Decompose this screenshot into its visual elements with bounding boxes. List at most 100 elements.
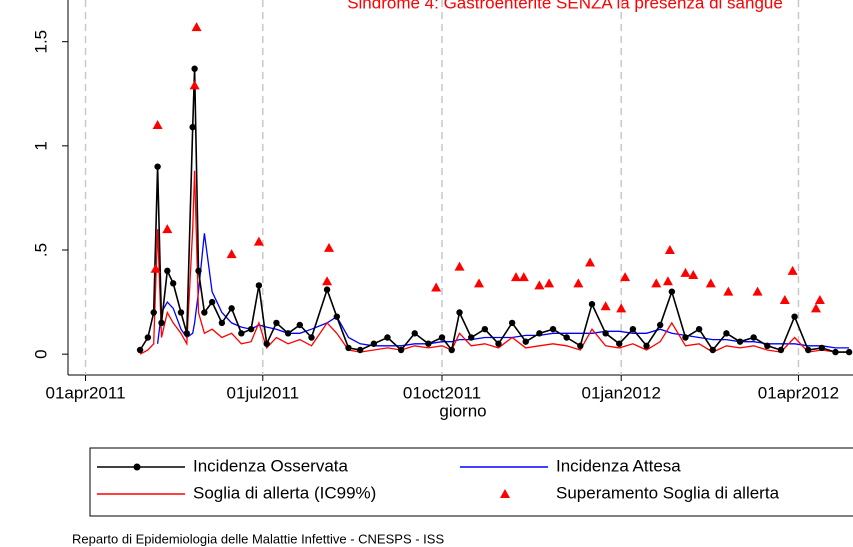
exceedance-marker — [226, 249, 237, 259]
exceedance-marker — [253, 236, 264, 246]
point — [411, 330, 418, 337]
point — [247, 325, 255, 333]
point — [777, 346, 785, 354]
point — [296, 321, 303, 329]
point — [709, 346, 716, 354]
point — [804, 346, 812, 354]
exceedance-marker — [431, 282, 442, 292]
point — [169, 280, 177, 287]
point — [723, 330, 730, 337]
y-tick-label: 1.5 — [31, 30, 50, 54]
y-tick-label: 0 — [31, 349, 50, 358]
point — [384, 334, 391, 341]
point — [228, 305, 235, 312]
exceedance-marker — [573, 278, 584, 288]
series-line — [139, 68, 850, 353]
point — [522, 338, 529, 345]
point — [736, 338, 744, 345]
exceedance-marker — [324, 242, 335, 252]
plot-area — [136, 22, 853, 356]
point — [164, 267, 171, 275]
point — [201, 309, 208, 316]
exceedance-marker — [518, 272, 529, 282]
point — [456, 309, 463, 316]
point — [158, 319, 165, 327]
exceedance-marker — [651, 278, 662, 288]
point — [845, 348, 853, 356]
point — [536, 330, 543, 337]
footer: Reparto di Epidemiologia delle Malattie … — [72, 531, 444, 546]
y-tick-label: .5 — [31, 243, 50, 257]
point — [255, 282, 263, 289]
exceedance-marker — [662, 276, 673, 286]
point — [177, 309, 185, 316]
point — [468, 334, 475, 341]
exceedance-marker — [534, 280, 545, 290]
point — [308, 334, 315, 341]
point — [323, 286, 331, 293]
x-tick-label: 01apr2011 — [46, 383, 126, 402]
point — [508, 319, 516, 327]
legend-swatch — [133, 463, 141, 471]
point — [750, 334, 757, 341]
point — [448, 346, 455, 354]
point — [150, 309, 157, 316]
point — [183, 330, 191, 337]
point — [495, 340, 502, 347]
point — [577, 342, 584, 350]
point — [370, 340, 378, 347]
point — [345, 344, 352, 352]
point — [616, 340, 623, 347]
point — [425, 340, 432, 347]
point — [549, 325, 557, 333]
point — [195, 267, 202, 275]
x-tick-label: 01jul2011 — [227, 383, 299, 402]
point — [263, 340, 270, 347]
exceedance-marker — [189, 80, 200, 90]
point — [189, 123, 196, 131]
exceedance-marker — [544, 278, 555, 288]
point — [438, 334, 446, 341]
point — [832, 348, 839, 356]
exceedance-marker — [723, 286, 734, 296]
point — [208, 298, 216, 306]
point — [588, 300, 596, 308]
legend-label: Soglia di allerta (IC99%) — [193, 483, 376, 502]
point — [333, 313, 341, 320]
point — [643, 342, 650, 350]
x-tick-label: 01jan2012 — [581, 383, 660, 402]
legend-label: Incidenza Osservata — [193, 456, 349, 475]
exceedance-marker — [191, 22, 202, 32]
point — [764, 342, 771, 350]
exceedance-marker — [810, 303, 821, 313]
point — [218, 319, 226, 327]
legend-label: Incidenza Attesa — [556, 456, 681, 475]
legend-label: Superamento Soglia di allerta — [556, 483, 780, 502]
exceedance-marker — [616, 303, 627, 313]
exceedance-marker — [688, 270, 699, 279]
exceedance-marker — [705, 278, 716, 288]
exceedance-marker — [474, 278, 485, 288]
point — [136, 346, 144, 354]
series-line — [139, 170, 850, 355]
exceedance-marker — [814, 295, 825, 304]
point — [356, 346, 364, 354]
point — [191, 65, 198, 72]
exceedance-marker — [511, 272, 522, 282]
exceedance-marker — [787, 265, 798, 275]
series-line — [156, 233, 850, 349]
point — [791, 313, 798, 320]
y-tick-label: 1 — [31, 141, 50, 150]
exceedance-marker — [585, 257, 596, 267]
x-axis-label: giorno — [439, 401, 486, 420]
exceedance-marker — [779, 295, 790, 304]
point — [563, 334, 570, 341]
exceedance-marker — [454, 261, 465, 271]
point — [695, 325, 703, 333]
point — [818, 344, 826, 352]
exceedance-marker — [322, 276, 333, 286]
point — [656, 321, 664, 329]
x-tick-label: 01oct2011 — [403, 383, 481, 402]
point — [284, 330, 292, 337]
